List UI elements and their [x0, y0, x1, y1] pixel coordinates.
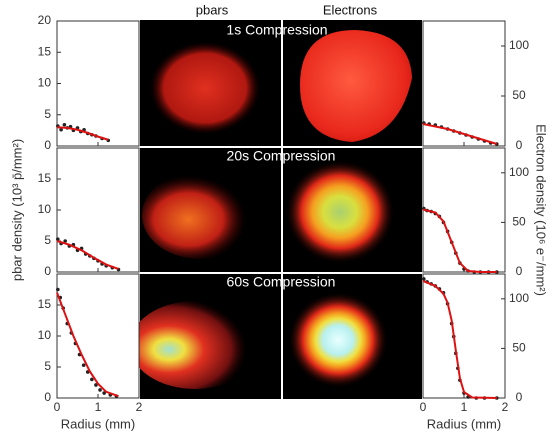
row-title: 20s Compression: [227, 148, 336, 164]
y-tick-label: 50: [512, 215, 526, 229]
data-point: [56, 237, 60, 241]
pbar-image: [130, 301, 260, 389]
data-point: [422, 277, 426, 281]
data-point: [56, 287, 60, 292]
data-point: [81, 363, 86, 367]
images: [130, 20, 422, 399]
y-tick-label: 10: [38, 76, 52, 90]
y-tick-label: 50: [512, 341, 526, 355]
y-tick-label: 5: [44, 233, 51, 247]
y-tick-label: 15: [38, 297, 52, 311]
y-tick-label: 100: [509, 165, 529, 179]
pbar-image: [150, 42, 260, 134]
x-axis-label: Radius (mm): [427, 416, 501, 431]
y-tick-label: 15: [38, 44, 52, 58]
data-point: [62, 122, 67, 127]
x-tick-label: 2: [136, 400, 143, 414]
x-tick-label: 1: [461, 400, 468, 414]
electron-image: [285, 160, 395, 264]
plot-frame: [56, 147, 140, 273]
y-tick-label: 0: [516, 264, 523, 278]
plot-frame: [422, 147, 506, 273]
x-axis-label: Radius (mm): [61, 416, 135, 431]
fit-line: [56, 292, 119, 398]
y-tick-label: 15: [38, 171, 52, 185]
y-tick-label: 50: [512, 88, 526, 102]
fit-line: [56, 126, 109, 141]
y-tick-label: 0: [516, 390, 523, 404]
row-title: 60s Compression: [227, 274, 336, 290]
data-point: [63, 239, 67, 243]
y-tick-label: 0: [44, 390, 51, 404]
y-tick-label: 10: [38, 202, 52, 216]
data-point: [98, 388, 102, 392]
x-tick-label: 1: [95, 400, 102, 414]
column-title: Electrons: [323, 2, 378, 17]
y-axis-label: pbar density (10³ p̄/mm²): [9, 139, 24, 281]
plot-frame: [56, 273, 140, 399]
y-tick-label: 5: [44, 359, 51, 373]
fit-line: [422, 280, 497, 399]
x-tick-label: 0: [420, 400, 427, 414]
data-point: [59, 127, 63, 132]
y-tick-label: 20: [38, 13, 52, 27]
x-tick-label: 0: [54, 400, 61, 414]
data-point: [94, 383, 98, 387]
column-title: pbars: [196, 2, 229, 17]
row-title: 1s Compression: [226, 22, 327, 38]
pbar-image: [142, 171, 258, 259]
fit-line: [56, 240, 119, 270]
y-tick-label: 5: [44, 107, 51, 121]
fit-line: [422, 123, 498, 145]
y-tick-label: 100: [509, 38, 529, 52]
y-tick-label: 0: [44, 138, 51, 152]
data-point: [90, 377, 94, 382]
y-tick-label: 100: [509, 291, 529, 305]
plot-frame: [422, 273, 506, 399]
fit-line: [422, 208, 497, 273]
data-point: [102, 391, 106, 395]
y-tick-label: 10: [38, 328, 52, 342]
x-tick-label: 2: [502, 400, 509, 414]
y-tick-label: 0: [44, 264, 51, 278]
y-axis-label: Electron density (10⁶ e⁻/mm²): [534, 124, 549, 296]
electron-image: [288, 292, 388, 388]
y-tick-label: 0: [516, 138, 523, 152]
electron-image: [300, 30, 412, 142]
